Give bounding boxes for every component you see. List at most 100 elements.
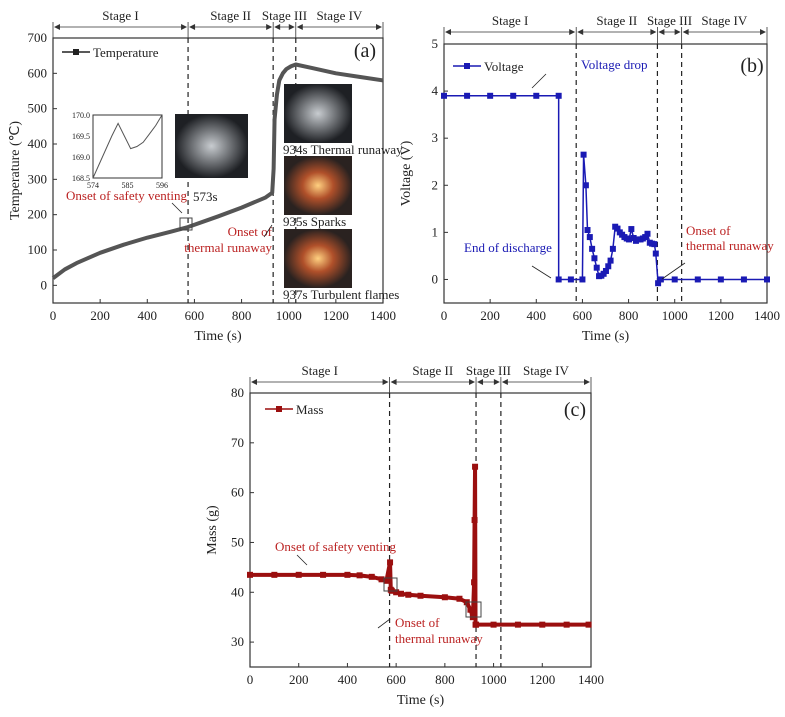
data-point (651, 241, 658, 248)
data-point (295, 571, 302, 578)
data-point (490, 621, 497, 628)
x-tick-label: 400 (138, 308, 158, 323)
zoom-box (179, 217, 193, 231)
x-tick-label: 800 (435, 672, 455, 687)
data-point (441, 92, 447, 99)
data-point (472, 463, 479, 470)
series-line-temperature (51, 62, 384, 280)
data-point (740, 276, 747, 283)
y-tick-label: 200 (28, 207, 48, 222)
data-point (356, 572, 363, 579)
photo-turbulent-flames (284, 229, 352, 288)
stage-label: Stage IV (316, 8, 362, 23)
data-point (657, 276, 664, 283)
annotation: Onset of (686, 223, 731, 238)
annotation: Onset of (395, 615, 440, 630)
data-point (514, 621, 521, 628)
zoom-box (465, 601, 482, 618)
data-point (589, 245, 596, 252)
data-point (580, 151, 587, 158)
x-tick-label: 1400 (754, 308, 780, 323)
inset-y-tick-label: 170.0 (72, 111, 90, 120)
x-tick-label: 1400 (370, 308, 396, 323)
inset-line (92, 114, 163, 179)
plot-frame (52, 37, 384, 304)
y-axis-label: Mass (g) (205, 505, 220, 555)
data-point (591, 255, 598, 262)
legend-marker (276, 406, 282, 412)
data-point (378, 576, 385, 583)
x-tick-label: 600 (185, 308, 205, 323)
panel-c: 0 200 400 600 800 1000 1200 1400 30 40 50 60 70 80 Tim… (205, 363, 604, 708)
data-point (247, 571, 253, 578)
pointer-arrow (531, 265, 552, 279)
y-tick-label: 1 (432, 224, 439, 239)
data-point (717, 276, 724, 283)
data-point (368, 573, 375, 580)
y-tick-label: 700 (28, 30, 48, 45)
annotation: Onset of (228, 224, 273, 239)
data-point (487, 92, 494, 99)
data-point (383, 577, 390, 584)
inset-x-tick-label: 585 (122, 181, 134, 190)
annotation: thermal runaway (395, 631, 483, 646)
annotation: thermal runaway (686, 238, 774, 253)
photo-thermal-runaway (284, 84, 352, 143)
x-tick-label: 800 (619, 308, 639, 323)
x-tick-label: 600 (386, 672, 406, 687)
y-tick-label: 0 (41, 277, 48, 292)
annotation: Voltage drop (581, 57, 648, 72)
x-tick-label: 200 (480, 308, 500, 323)
photo-caption: 935s Sparks (283, 214, 346, 229)
stage-label: Stage III (647, 13, 692, 28)
data-point (405, 591, 412, 598)
pointer-arrow (377, 618, 391, 629)
legend-label: Voltage (484, 59, 524, 74)
photo-venting (175, 114, 248, 178)
stage-label: Stage I (102, 8, 138, 23)
y-tick-label: 400 (28, 136, 48, 151)
x-tick-label: 1000 (662, 308, 688, 323)
y-tick-label: 2 (432, 177, 439, 192)
inset-x-tick-label: 596 (156, 181, 168, 190)
data-point (652, 250, 659, 257)
data-point (539, 621, 546, 628)
stage-label: Stage III (262, 8, 307, 23)
legend-label: Temperature (93, 45, 159, 60)
data-point (628, 226, 635, 233)
x-tick-label: 1200 (529, 672, 555, 687)
y-tick-label: 5 (432, 36, 439, 51)
data-point (417, 592, 424, 599)
stage-arrowheads (274, 24, 295, 30)
data-point (567, 276, 574, 283)
panel-label: (a) (354, 40, 376, 62)
y-tick-label: 70 (231, 435, 244, 450)
stage-label: Stage IV (701, 13, 747, 28)
x-tick-label: 600 (573, 308, 593, 323)
y-axis-label: Temperature (℃) (8, 121, 23, 220)
panel-a: 0 200 400 600 800 1000 1200 1400 0 100 200 300 400 50… (8, 8, 396, 344)
pointer-arrow (661, 262, 686, 280)
data-point (533, 92, 540, 99)
data-point (471, 517, 478, 524)
y-tick-label: 60 (231, 485, 244, 500)
data-point (398, 590, 405, 597)
annotation: End of discharge (464, 240, 552, 255)
inset-plot: 574 585 596 168.5 169.0 169.5 170.0 (72, 111, 168, 190)
data-point (585, 621, 592, 628)
data-point (344, 571, 351, 578)
legend-marker (73, 49, 79, 55)
x-tick-label: 1200 (323, 308, 349, 323)
x-tick-label: 0 (50, 308, 57, 323)
data-point (614, 225, 621, 232)
data-point (655, 280, 662, 287)
data-point (626, 236, 633, 243)
inset-y-tick-label: 169.5 (72, 132, 90, 141)
y-tick-label: 600 (28, 65, 48, 80)
panel-label: (b) (740, 55, 763, 77)
data-point (456, 595, 463, 602)
data-point (582, 182, 589, 189)
data-point (555, 92, 562, 99)
data-point (607, 257, 614, 264)
x-tick-label: 400 (338, 672, 358, 687)
